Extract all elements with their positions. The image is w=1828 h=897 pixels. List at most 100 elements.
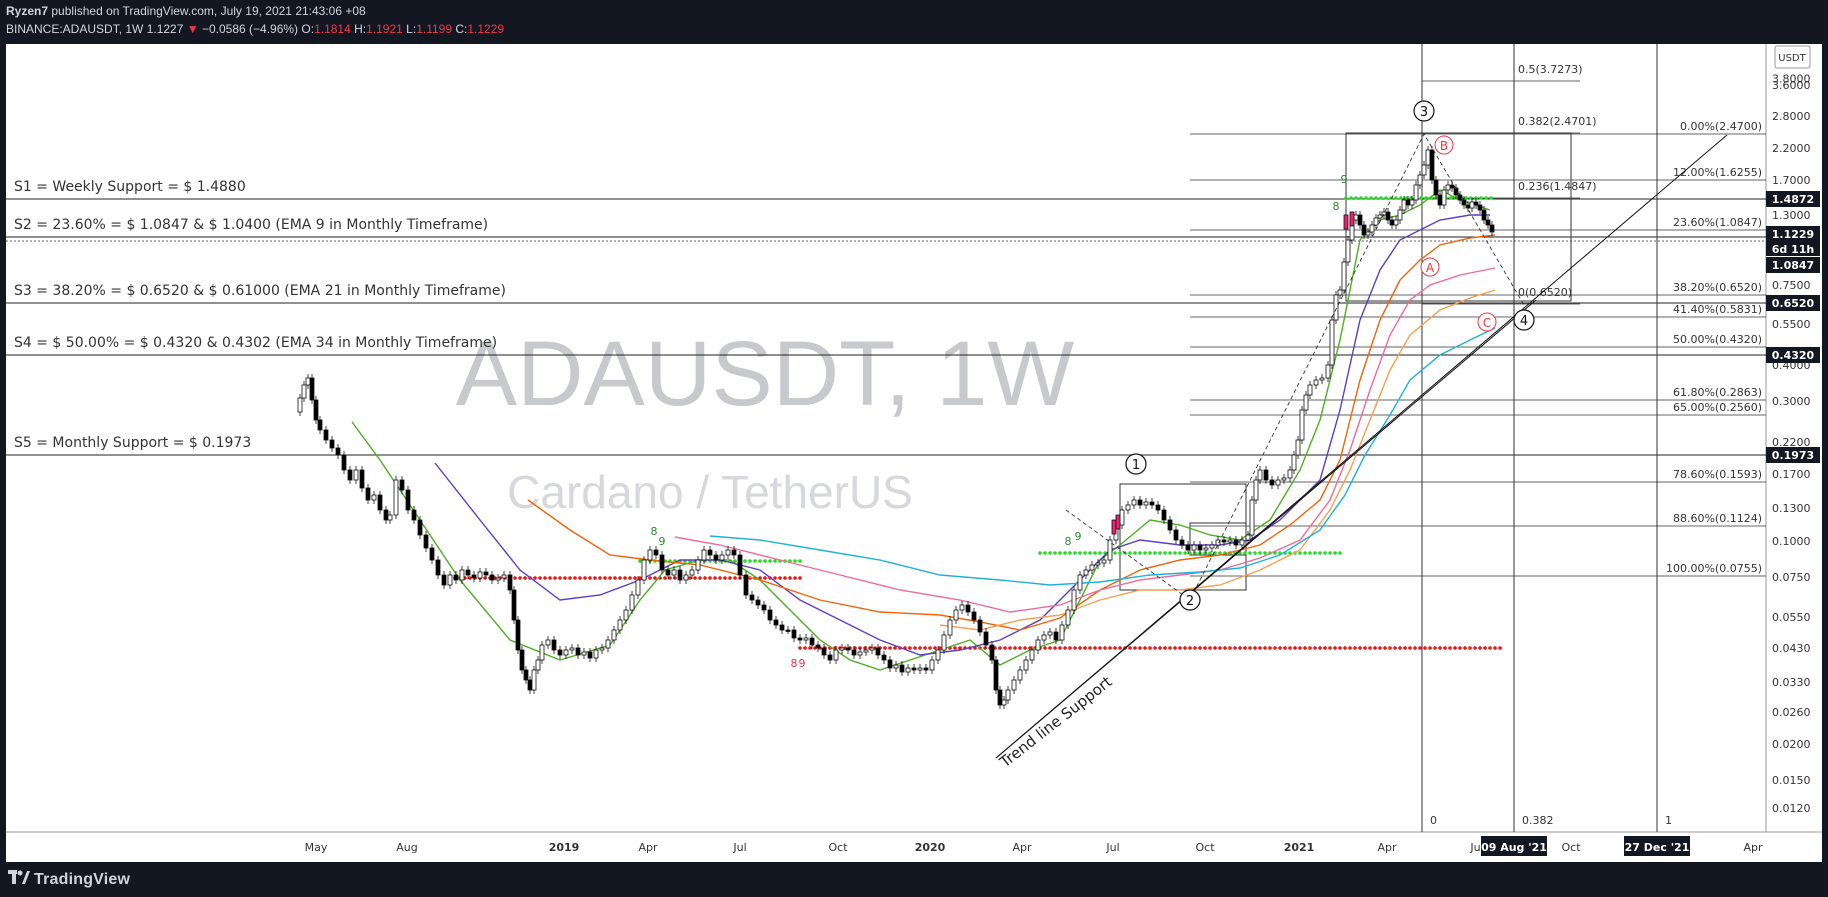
trend-line[interactable] (995, 299, 1537, 759)
candle (971, 611, 977, 621)
corrective-marker[interactable] (1434, 135, 1454, 155)
y-tick-label: 1.3000 (1772, 209, 1811, 222)
wave-marker[interactable] (1179, 589, 1201, 611)
open-value: 1.1814 (314, 22, 351, 36)
x-tick-label: 2020 (915, 841, 946, 854)
candle (1059, 624, 1065, 641)
watermark: ADAUSDT, 1W Cardano / TetherUS (456, 323, 1075, 518)
price-label-box (1766, 226, 1820, 242)
candle (1257, 469, 1263, 481)
candle (797, 637, 803, 641)
fib-label: 65.00%(0.2560) (1673, 401, 1762, 414)
ema-cyan-line[interactable] (709, 327, 1496, 586)
wave-label: 4 (1520, 314, 1528, 329)
candle (689, 569, 695, 576)
candle (1111, 519, 1117, 535)
wave-marker[interactable] (1513, 309, 1535, 331)
candle (1155, 504, 1161, 511)
candle (1409, 199, 1415, 206)
candle (1161, 509, 1167, 521)
price-label-box (1766, 347, 1820, 363)
y-tick-label: 0.7500 (1772, 279, 1811, 292)
candle (1005, 689, 1011, 701)
fib-label: 78.60%(0.1593) (1673, 468, 1762, 481)
candle (833, 649, 839, 661)
candle (1263, 469, 1269, 481)
candle (393, 479, 399, 516)
watermark-symbol: ADAUSDT, 1W (456, 323, 1075, 425)
watermark-name: Cardano / TetherUS (507, 466, 913, 518)
ema-orange-line[interactable] (527, 234, 1496, 631)
candle (569, 647, 575, 651)
candle (815, 644, 821, 649)
symbol-label[interactable]: BINANCE:ADAUSDT, 1W (6, 22, 144, 36)
candle (377, 494, 383, 511)
candle (809, 637, 815, 646)
candle (917, 667, 923, 671)
y-tick-label: 2.2000 (1772, 142, 1811, 155)
wave-marker[interactable] (1413, 100, 1435, 122)
candle (1029, 649, 1035, 661)
candles (297, 146, 1495, 709)
candle (965, 604, 971, 613)
y-tick-label: 0.0750 (1772, 571, 1811, 584)
ema-lightorange-line[interactable] (939, 289, 1496, 631)
candle (1023, 659, 1029, 671)
price-label: 0.6520 (1772, 297, 1815, 310)
candle (1313, 379, 1319, 386)
candle (1215, 539, 1221, 546)
candle (1101, 559, 1107, 564)
candle (435, 559, 441, 576)
candle (611, 629, 617, 641)
ext-label: 0.382(2.4701) (1518, 115, 1597, 128)
candle (1325, 364, 1331, 379)
candle (827, 654, 833, 661)
candle (1253, 479, 1259, 501)
candle (1233, 539, 1239, 546)
username[interactable]: Ryzen7 (6, 4, 49, 18)
price-axis[interactable] (1766, 44, 1822, 832)
candle (1115, 514, 1121, 530)
candle (881, 654, 887, 661)
tradingview-logo[interactable]: TradingView (8, 870, 130, 889)
wave-marker[interactable] (1125, 453, 1147, 475)
price-label: 1.0847 (1772, 259, 1814, 272)
support-label: S4 = $ 50.00% = $ 0.4320 & 0.4302 (EMA 3… (14, 335, 497, 351)
corrective-marker[interactable] (1477, 312, 1497, 332)
candle (341, 454, 347, 471)
candle (441, 574, 447, 586)
candle (911, 667, 917, 671)
candle (701, 549, 707, 561)
candle (1413, 184, 1419, 201)
candle (1245, 534, 1251, 541)
candle (653, 549, 659, 556)
ohlc-line: BINANCE:ADAUSDT, 1W 1.1227 ▼ −0.0586 (−4… (6, 22, 504, 36)
currency-badge[interactable] (1774, 45, 1811, 69)
ema-purple-line[interactable] (434, 214, 1490, 656)
down-arrow-icon: ▼ (186, 22, 199, 36)
candle (1001, 699, 1007, 706)
fib-label: 41.40%(0.5831) (1673, 303, 1762, 316)
candle (1469, 201, 1475, 209)
price-label: 1.1229 (1772, 228, 1814, 241)
candle (1125, 504, 1131, 511)
y-tick-label: 0.0120 (1772, 802, 1811, 815)
price-label: 6d 11h (1772, 243, 1815, 256)
corrective-marker[interactable] (1420, 257, 1440, 277)
ema-green-line[interactable] (351, 189, 1491, 671)
candle (953, 609, 959, 621)
candle (539, 644, 545, 661)
candle (647, 549, 653, 561)
low-label: L: (406, 22, 417, 36)
candle (899, 664, 905, 673)
candle (1349, 211, 1355, 227)
candle (429, 547, 435, 561)
y-tick-label: 0.0150 (1772, 774, 1811, 787)
fib-label: 23.60%(1.0847) (1673, 216, 1762, 229)
plot-area[interactable] (6, 44, 1766, 832)
candle (1429, 149, 1435, 181)
candle (761, 604, 767, 611)
candle (465, 569, 471, 576)
candle (1167, 519, 1173, 531)
